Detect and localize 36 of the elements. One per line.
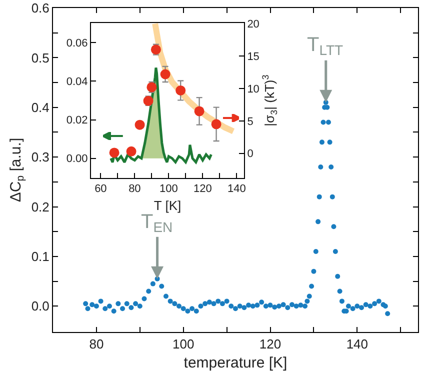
y-tick-label: 0.1	[31, 249, 50, 264]
y-tick-label: 0.00	[66, 153, 88, 166]
x-tick-label: 120	[194, 183, 212, 196]
y2-tick-label: 10	[247, 83, 260, 96]
x-tick-label: 100	[160, 183, 178, 196]
x-tick-label: 140	[228, 183, 246, 196]
line-series	[110, 66, 212, 164]
y2-tick-label: 5	[247, 116, 254, 128]
x-tick-label: 80	[128, 183, 141, 196]
y2-tick-label: 0	[247, 148, 254, 160]
x-tick-label: 60	[94, 183, 107, 196]
y2-tick-label: 15	[247, 50, 260, 63]
x-tick-label: 120	[259, 336, 282, 352]
point	[134, 120, 145, 130]
y-tick-label: 0.5	[31, 50, 50, 66]
y-tick-label: 0.2	[31, 199, 50, 214]
y-tick-label: 0.04	[66, 76, 88, 88]
y-tick-label: 0.4	[31, 100, 50, 115]
point	[126, 146, 136, 156]
point	[160, 69, 170, 80]
y2-tick-label: 20	[247, 18, 260, 30]
y-tick-label: 0.6	[31, 0, 50, 16]
y-tick-label: 0.02	[66, 114, 88, 127]
point	[194, 106, 204, 116]
y-tick-label: 0.3	[31, 150, 50, 165]
y-tick-label: 0.0	[31, 298, 50, 314]
point	[109, 148, 120, 158]
x-tick-label: 80	[89, 336, 104, 352]
point	[211, 119, 222, 130]
x-axis-title: temperature [K]	[184, 354, 288, 372]
y-tick-label: 0.06	[66, 38, 88, 50]
x-axis-title: T [K]	[154, 198, 182, 213]
x-tick-label: 100	[172, 336, 194, 352]
x-tick-label: 140	[346, 336, 368, 352]
annotation: T$_{LTT}$	[307, 34, 344, 58]
point	[176, 85, 186, 96]
